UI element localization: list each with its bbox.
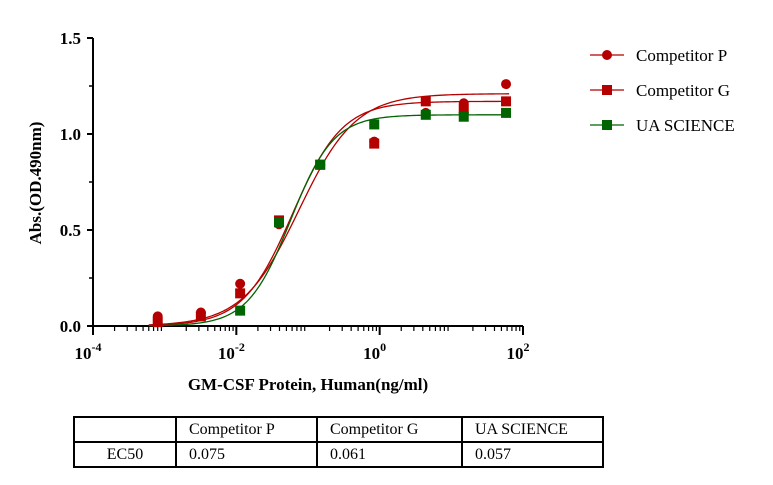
data-point	[501, 79, 512, 90]
fit-curve	[148, 100, 510, 326]
data-point	[420, 96, 431, 107]
legend-label: Competitor P	[636, 46, 727, 65]
legend-marker	[602, 85, 612, 95]
table-row-label: EC50	[73, 441, 177, 468]
data-point	[458, 111, 469, 122]
data-point	[235, 305, 246, 316]
data-point	[235, 288, 246, 299]
data-point	[315, 159, 326, 170]
y-tick-label: 0.5	[60, 221, 81, 240]
dose-response-chart: 0.00.51.01.510-4 10-2 100 102 Competitor PC…	[26, 29, 735, 394]
table-row: EC50 0.075 0.061 0.057	[73, 441, 604, 468]
ec50-table: Competitor P Competitor G UA SCIENCE EC5…	[73, 416, 604, 468]
table-header-cell: Competitor P	[175, 416, 318, 443]
y-tick-label: 1.0	[60, 125, 81, 144]
x-tick-label: 102	[507, 340, 530, 363]
data-point	[152, 317, 163, 328]
data-point	[420, 109, 431, 120]
table-cell: 0.075	[175, 441, 318, 468]
y-tick-label: 1.5	[60, 29, 81, 48]
axes: 0.0 0.5 1.0 1.5 10-4 10-2 100 102	[60, 29, 530, 363]
x-axis-label: GM-CSF Protein, Human(ng/ml)	[188, 375, 428, 394]
data-point	[501, 96, 512, 107]
y-axis-label: Abs.(OD.490nm)	[26, 122, 45, 245]
table-header-cell: Competitor G	[316, 416, 463, 443]
y-tick-label: 0.0	[60, 317, 81, 336]
x-tick-label: 10-4	[75, 340, 102, 363]
data-point	[458, 104, 469, 115]
table-cell: 0.057	[461, 441, 604, 468]
table-header-cell: UA SCIENCE	[461, 416, 604, 443]
legend-label: UA SCIENCE	[636, 116, 735, 135]
data-point	[235, 278, 246, 289]
data-point	[369, 119, 380, 130]
data-point	[195, 311, 206, 322]
x-tick-label: 100	[363, 340, 386, 363]
data-points	[152, 79, 512, 328]
data-point	[274, 217, 285, 228]
legend-label: Competitor G	[636, 81, 730, 100]
legend-marker	[602, 120, 612, 130]
legend-marker	[602, 50, 612, 60]
table-header-cell	[73, 416, 177, 443]
fit-curve	[148, 93, 510, 326]
table-header-row: Competitor P Competitor G UA SCIENCE	[73, 416, 604, 443]
legend: Competitor P Competitor G UA SCIENCE	[590, 46, 735, 135]
data-point	[369, 138, 380, 149]
fit-curves	[148, 93, 510, 327]
x-tick-label: 10-2	[218, 340, 245, 363]
fit-curve	[148, 114, 510, 327]
table-cell: 0.061	[316, 441, 463, 468]
data-point	[501, 107, 512, 118]
